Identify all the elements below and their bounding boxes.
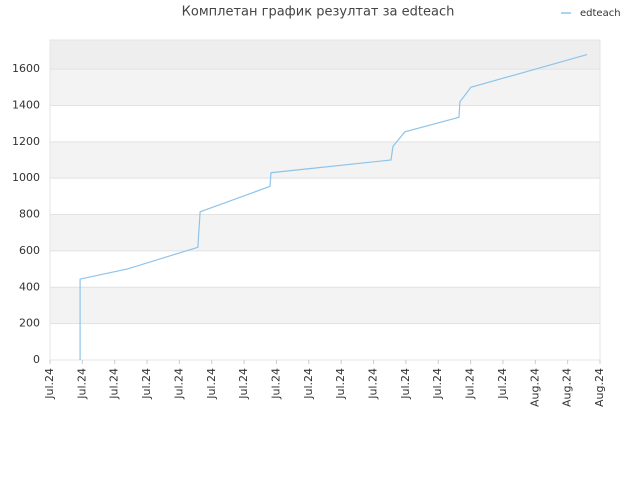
x-tick-label: Jul.24 — [334, 368, 347, 400]
x-tick-label: Jul.24 — [399, 368, 412, 400]
x-tick-label: Jul.24 — [269, 368, 282, 400]
x-tick-label: Jul.24 — [302, 368, 315, 400]
x-tick-label: Aug.24 — [528, 368, 541, 407]
x-tick-label: Jul.24 — [108, 368, 121, 400]
plot-band — [50, 287, 600, 324]
y-tick-label: 1600 — [12, 62, 40, 75]
y-tick-label: 1400 — [12, 98, 40, 111]
y-tick-label: 1200 — [12, 135, 40, 148]
x-tick-label: Jul.24 — [43, 368, 56, 400]
x-tick-label: Aug.24 — [593, 368, 606, 407]
y-tick-label: 600 — [19, 244, 40, 257]
plot-band — [50, 214, 600, 251]
plot-band — [50, 69, 600, 106]
y-tick-label: 800 — [19, 208, 40, 221]
x-tick-label: Jul.24 — [237, 368, 250, 400]
y-tick-label: 200 — [19, 317, 40, 330]
x-tick-label: Jul.24 — [431, 368, 444, 400]
y-tick-label: 0 — [33, 353, 40, 366]
plot-band — [50, 323, 600, 360]
data-line — [79, 53, 588, 360]
chart-title: Комплетан график резултат за edteach — [182, 5, 455, 20]
plot-band — [50, 105, 600, 142]
plot-band — [50, 178, 600, 215]
x-tick-label: Jul.24 — [140, 368, 153, 400]
x-tick-label: Jul.24 — [367, 368, 380, 400]
y-tick-label: 400 — [19, 280, 40, 293]
plot-band — [50, 250, 600, 288]
x-tick-label: Jul.24 — [172, 368, 185, 400]
x-tick-label: Jul.24 — [496, 368, 509, 400]
x-tick-label: Jul.24 — [464, 368, 477, 400]
x-tick-label: Jul.24 — [75, 368, 88, 400]
plot-border — [49, 39, 601, 361]
legend-label: edteach — [580, 8, 621, 19]
plot-band — [50, 141, 600, 179]
x-tick-label: Aug.24 — [561, 368, 574, 407]
x-tick-label: Jul.24 — [205, 368, 218, 400]
y-tick-label: 1000 — [12, 171, 40, 184]
plot-band — [50, 40, 600, 70]
